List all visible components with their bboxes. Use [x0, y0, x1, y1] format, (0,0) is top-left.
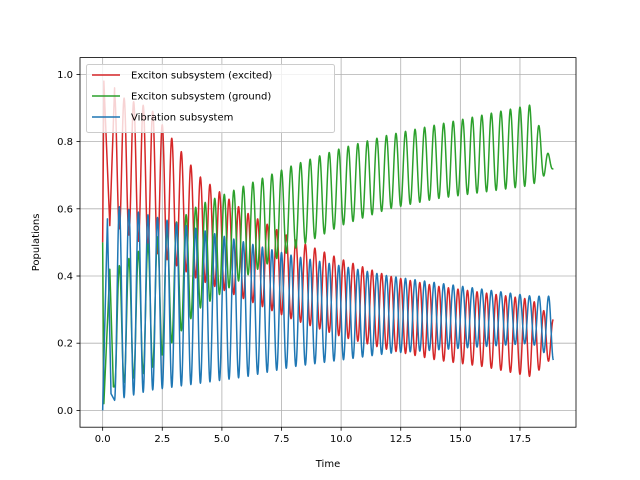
y-tick-label: 0.0 [57, 406, 73, 417]
series-group [101, 80, 555, 411]
x-tick-label: 7.5 [274, 434, 290, 445]
y-tick-label: 0.6 [57, 204, 73, 215]
x-tick-label: 0.0 [95, 434, 111, 445]
series-line-2 [101, 206, 555, 411]
y-axis-label: Populations [31, 214, 42, 272]
x-tick-label: 2.5 [154, 434, 170, 445]
series-line-0 [101, 80, 554, 378]
y-tick-label: 1.0 [57, 70, 73, 81]
y-tick-label: 0.4 [57, 272, 73, 283]
x-tick-label: 17.5 [509, 434, 531, 445]
x-tick-label: 15.0 [449, 434, 471, 445]
y-tick-label: 0.2 [57, 339, 73, 350]
series-line-1 [101, 104, 554, 405]
y-tick-label: 0.8 [57, 137, 73, 148]
legend: Exciton subsystem (excited) Exciton subsy… [86, 64, 335, 133]
ticks: 0.0 2.5 5.0 7.5 10.0 12.5 15.0 17.5 0.0 0.2 0.4 0.6… [57, 70, 531, 445]
legend-label-2: Vibration subsystem [131, 113, 233, 124]
x-tick-label: 10.0 [330, 434, 352, 445]
x-axis-label: Time [315, 459, 340, 470]
legend-box [86, 64, 335, 133]
x-tick-label: 12.5 [390, 434, 412, 445]
plot-frame [79, 57, 577, 428]
x-tick-label: 5.0 [214, 434, 230, 445]
legend-label-0: Exciton subsystem (excited) [131, 71, 272, 82]
legend-label-1: Exciton subsystem (ground) [131, 92, 271, 103]
